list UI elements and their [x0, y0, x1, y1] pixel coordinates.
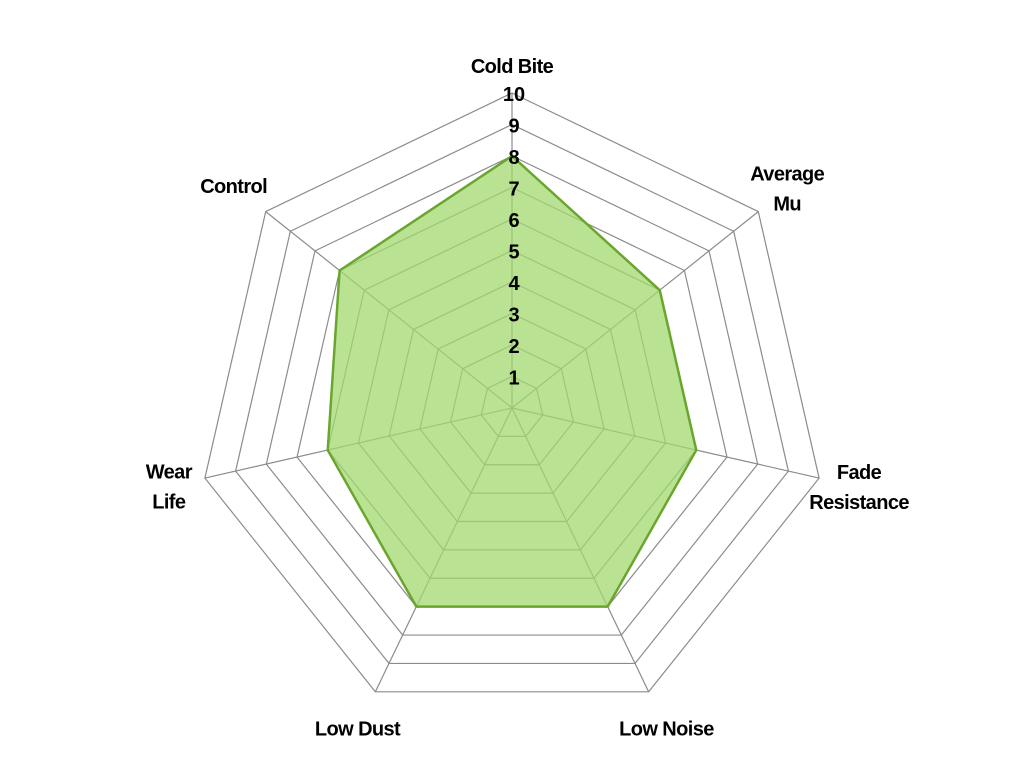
axis-label: Control — [200, 176, 267, 198]
radar-series — [326, 154, 698, 608]
series-area — [326, 154, 698, 608]
tick-labels: 1 2 3 4 5 6 7 8 9 10 — [503, 84, 525, 390]
tick-label: 6 — [508, 210, 519, 232]
tick-label: 5 — [508, 242, 519, 264]
axis-label: Low Dust — [315, 719, 401, 741]
axis-label: Wear Life — [146, 461, 193, 513]
grid-ring-10 — [204, 92, 820, 693]
tick-label: 10 — [503, 84, 525, 106]
axis-label: Low Noise — [619, 719, 714, 741]
tick-label: 3 — [508, 305, 519, 327]
tick-label: 9 — [508, 116, 519, 138]
axis-label: Average Mu — [750, 164, 824, 216]
tick-label: 1 — [508, 368, 519, 390]
tick-label: 7 — [508, 179, 519, 201]
axis-label: Fade Resistance — [809, 462, 909, 514]
axis-label: Cold Bite — [471, 56, 554, 78]
tick-label: 2 — [508, 336, 519, 358]
axis-labels: Cold Bite Average Mu Fade Resistance Low Nois… — [146, 56, 910, 741]
grid-ring-9 — [234, 123, 790, 665]
tick-label: 8 — [508, 147, 519, 169]
tick-label: 4 — [508, 273, 520, 295]
grid-ring-8 — [265, 155, 759, 636]
